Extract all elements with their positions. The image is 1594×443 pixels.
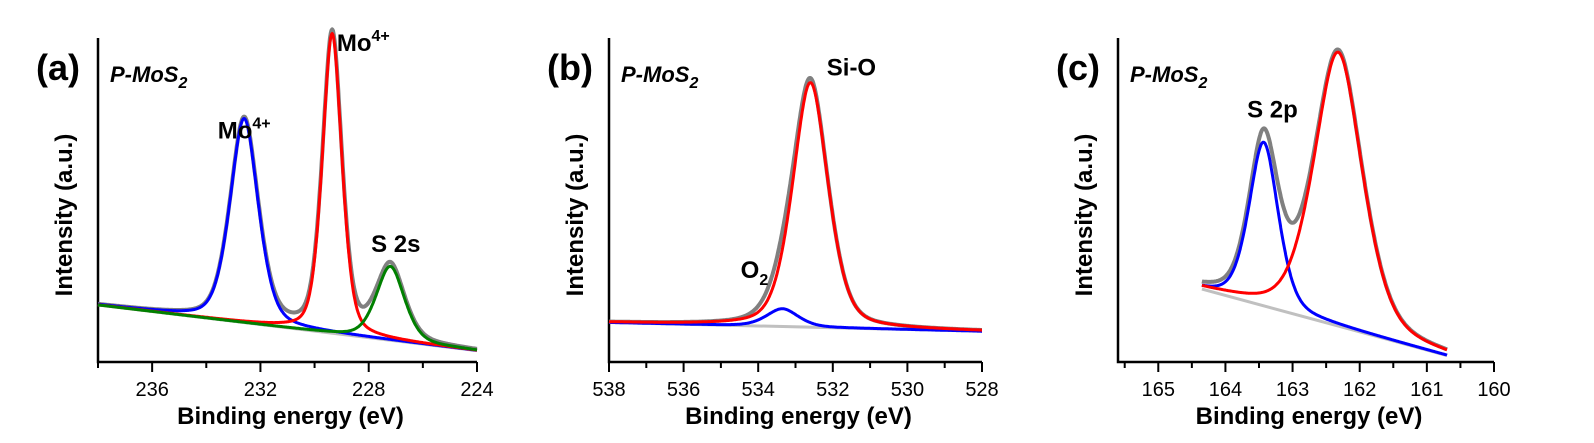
x-axis-title: Binding energy (eV) [177, 403, 404, 430]
panel-1: 236 232 228 224 Binding energy (eV) Intensity… [36, 27, 494, 430]
x-tick-label: 224 [460, 379, 493, 401]
panel-label: (b) [547, 47, 593, 88]
y-axis-title: Intensity (a.u.) [1071, 134, 1098, 297]
x-tick-label: 536 [667, 379, 700, 401]
x-tick-label: 530 [891, 379, 924, 401]
x-tick-label: 228 [352, 379, 385, 401]
peak-annotation: S 2p [1247, 96, 1298, 123]
x-tick-label: 163 [1276, 379, 1309, 401]
peak-annotation: O2 [741, 257, 769, 289]
x-axis-title: Binding energy (eV) [685, 403, 912, 430]
envelope-line [607, 76, 984, 332]
x-tick-label: 164 [1209, 379, 1242, 401]
x-tick-label: 528 [965, 379, 998, 401]
peak-line-1 [608, 307, 983, 333]
x-tick-label: 236 [135, 379, 168, 401]
peak-line-2 [1200, 50, 1448, 352]
sample-label: P-MoS2 [621, 62, 698, 92]
sample-label: P-MoS2 [110, 62, 187, 92]
panel-3: 165 164 163 162 161 160 Binding energy (eV) Int… [1056, 38, 1511, 430]
sample-label: P-MoS2 [1130, 62, 1207, 92]
x-tick-label: 232 [244, 379, 277, 401]
panel-label: (c) [1056, 47, 1100, 88]
y-axis-title: Intensity (a.u.) [51, 134, 78, 297]
x-tick-label: 162 [1343, 379, 1376, 401]
x-tick-label: 160 [1477, 379, 1510, 401]
peak-line-2 [608, 81, 983, 332]
axis-frame [1116, 38, 1494, 364]
peak-annotation: Mo4+ [218, 115, 271, 144]
peak-annotation: S 2s [371, 231, 420, 258]
peak-annotation: Si-O [827, 54, 876, 81]
x-tick-label: 534 [742, 379, 775, 401]
x-tick-label: 532 [816, 379, 849, 401]
x-tick-label: 538 [592, 379, 625, 401]
x-tick-label: 161 [1410, 379, 1443, 401]
x-tick-label: 165 [1142, 379, 1175, 401]
panel-label: (a) [36, 47, 80, 88]
peak-annotation: Mo4+ [337, 28, 390, 57]
x-axis-title: Binding energy (eV) [1196, 403, 1423, 430]
panel-2: 538 536 534 532 530 528 Binding energy (eV) Int… [547, 38, 999, 430]
peak-line-1 [1200, 140, 1448, 357]
peak-line-3 [97, 264, 478, 352]
y-axis-title: Intensity (a.u.) [562, 134, 589, 297]
